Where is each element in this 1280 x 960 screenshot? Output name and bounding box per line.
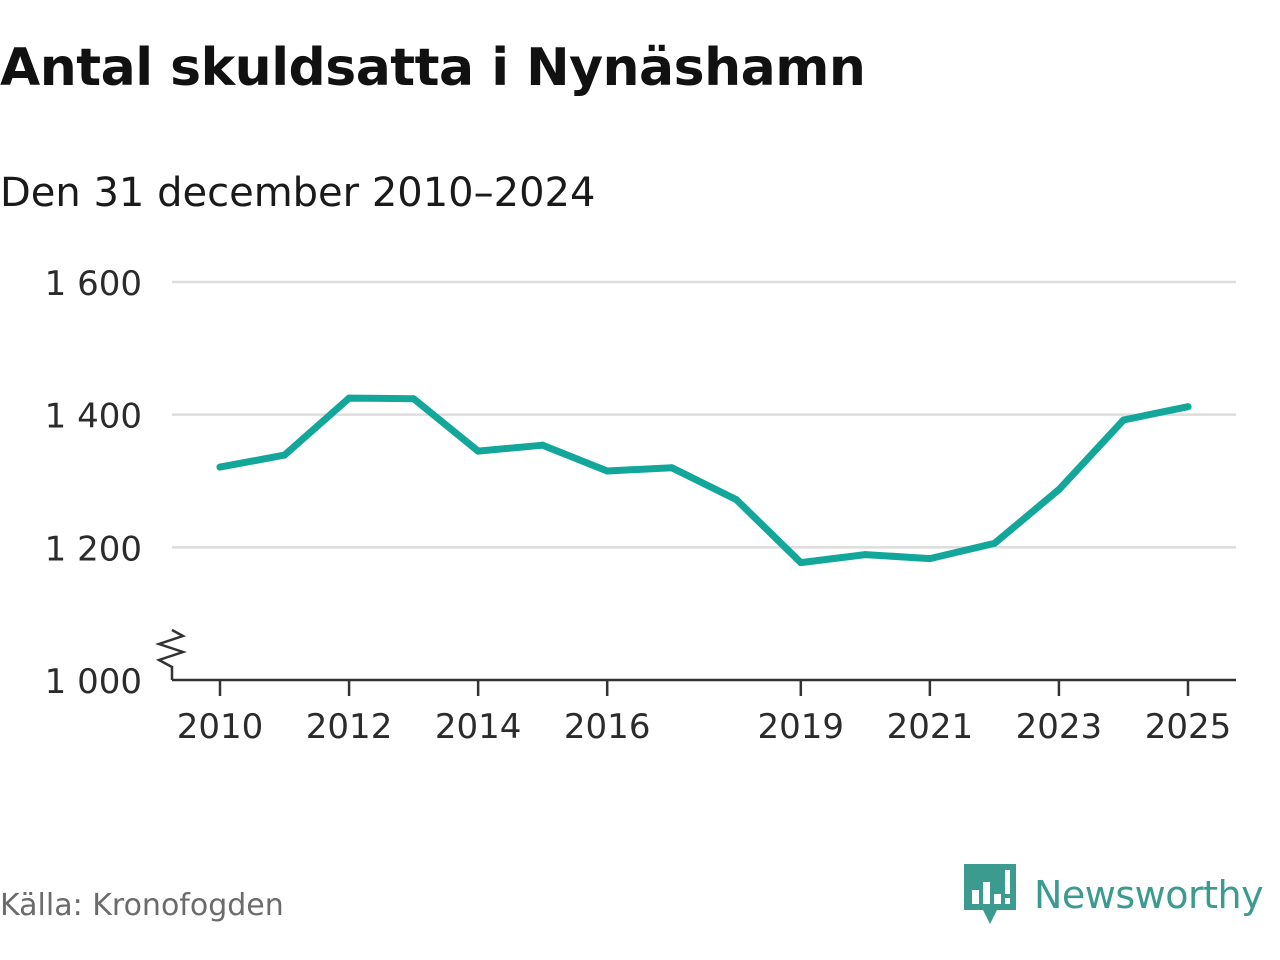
- data-point: [1119, 416, 1127, 424]
- data-point: [990, 539, 998, 547]
- data-point: [410, 395, 418, 403]
- x-tick-label: 2021: [887, 707, 974, 747]
- data-point: [216, 463, 224, 471]
- brand-name: Newsworthy: [1034, 873, 1264, 917]
- y-tick-label: 1 400: [45, 397, 142, 437]
- data-point: [539, 441, 547, 449]
- x-tick-label: 2019: [758, 707, 845, 747]
- data-point: [603, 467, 611, 475]
- data-point: [797, 559, 805, 567]
- x-tick-label: 2010: [177, 707, 264, 747]
- x-axis-ticks: 2010 2012 2014 2016 2019 2021 2023 2025: [177, 680, 1232, 747]
- data-point: [1184, 403, 1192, 411]
- chart-subtitle: Den 31 december 2010–2024: [0, 170, 596, 216]
- y-axis-ticks: 1 000 1 200 1 400 1 600: [45, 264, 142, 702]
- axis-break-icon: [155, 628, 187, 680]
- y-tick-label: 1 600: [45, 264, 142, 304]
- y-tick-label: 1 000: [45, 662, 142, 702]
- data-point: [668, 464, 676, 472]
- x-tick-label: 2025: [1145, 707, 1232, 747]
- series: [216, 394, 1192, 567]
- x-tick-label: 2014: [435, 707, 522, 747]
- data-point: [732, 496, 740, 504]
- x-axis: [155, 628, 1236, 682]
- x-tick-label: 2012: [306, 707, 393, 747]
- brand-logo: Newsworthy: [964, 864, 1264, 926]
- data-points: [216, 394, 1192, 567]
- y-tick-label: 1 200: [45, 529, 142, 569]
- data-point: [281, 451, 289, 459]
- data-point: [861, 551, 869, 559]
- data-point: [345, 394, 353, 402]
- newsworthy-logo-icon: [964, 864, 1016, 924]
- x-tick-label: 2023: [1016, 707, 1103, 747]
- data-point: [926, 555, 934, 563]
- chart-title: Antal skuldsatta i Nynäshamn: [0, 38, 866, 98]
- series-line: [216, 394, 1192, 567]
- data-point: [1055, 486, 1063, 494]
- grid-lines: [172, 280, 1236, 549]
- x-tick-label: 2016: [564, 707, 651, 747]
- source-note: Källa: Kronofogden: [0, 888, 284, 923]
- data-point: [474, 447, 482, 455]
